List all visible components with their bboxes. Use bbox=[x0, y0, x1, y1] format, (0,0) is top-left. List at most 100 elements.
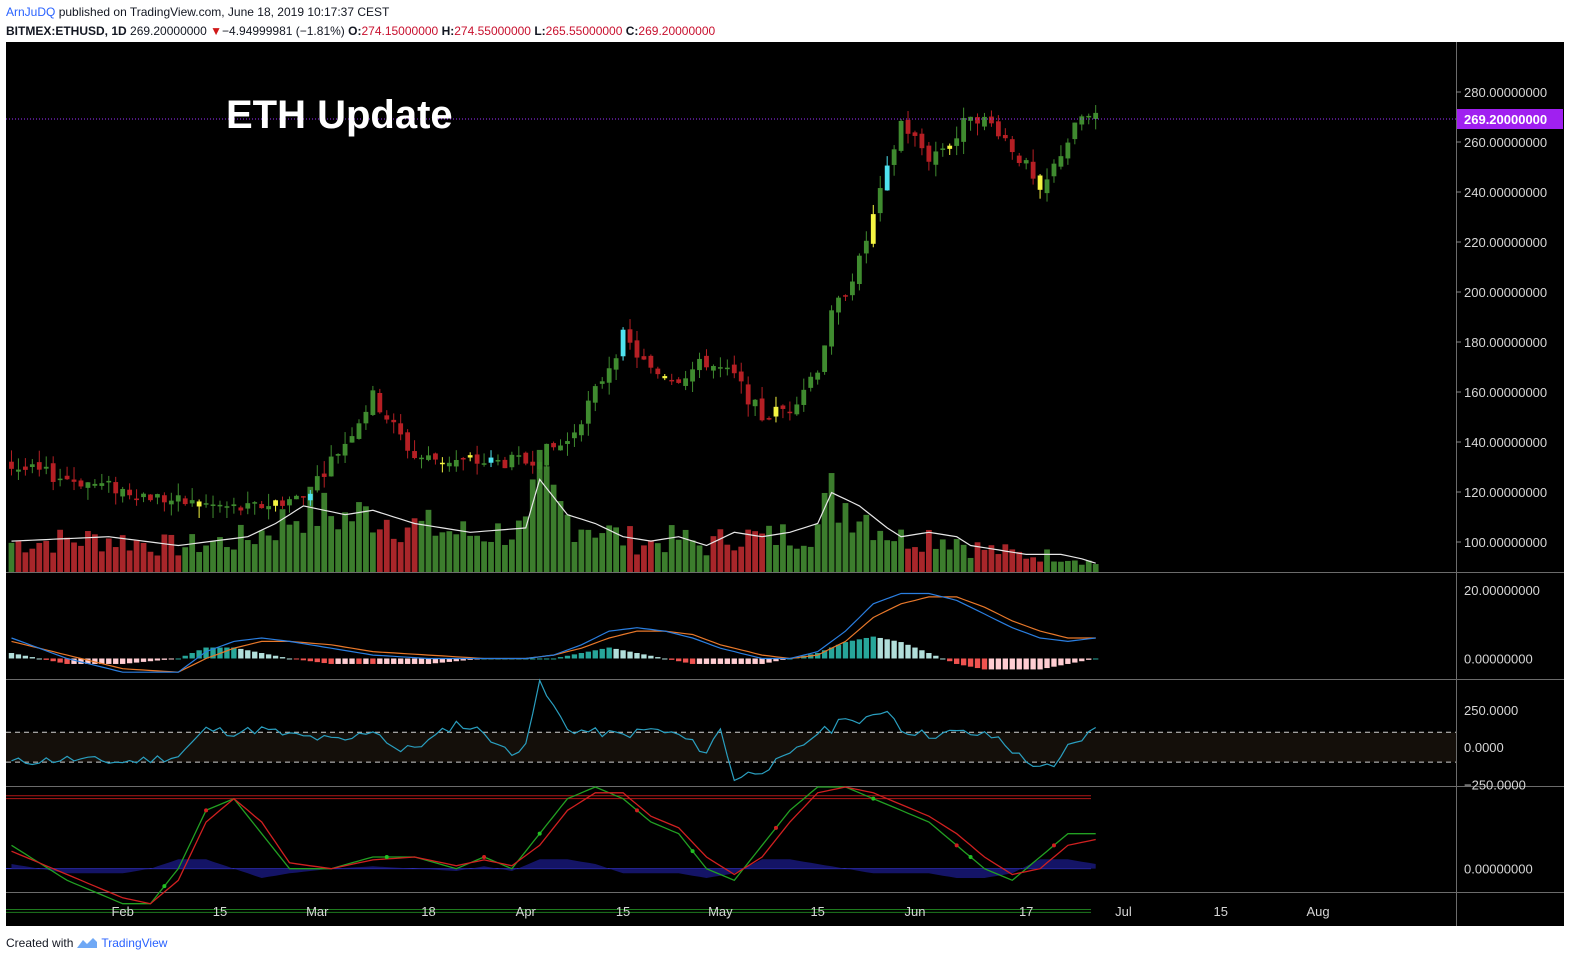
candle-body bbox=[335, 454, 341, 456]
volume-bar bbox=[1023, 558, 1030, 572]
volume-bar bbox=[814, 524, 821, 572]
stoch-cross-dot bbox=[384, 855, 389, 859]
candle bbox=[321, 461, 327, 488]
macd-histogram-bar bbox=[815, 653, 821, 659]
candles bbox=[9, 105, 1099, 520]
macd-histogram-bar bbox=[1009, 658, 1015, 670]
candle bbox=[1002, 128, 1008, 142]
macd-histogram-bar bbox=[1016, 658, 1022, 670]
author-link[interactable]: ArnJuDQ bbox=[6, 5, 56, 19]
stoch-pane[interactable] bbox=[6, 786, 1096, 913]
candle bbox=[71, 467, 77, 491]
macd-histogram-bar bbox=[404, 658, 411, 664]
candle-body bbox=[558, 445, 563, 451]
volume-bar bbox=[926, 529, 932, 572]
volume-bar bbox=[821, 492, 828, 572]
volume-bar bbox=[571, 541, 578, 572]
macd-histogram-bar bbox=[891, 640, 897, 659]
candle-body bbox=[745, 384, 751, 405]
candle bbox=[349, 427, 355, 443]
candle-body bbox=[259, 504, 265, 509]
candle bbox=[898, 119, 904, 153]
tradingview-brand[interactable]: TradingView bbox=[101, 936, 168, 950]
price-axis[interactable]: 269.20000000 100.00000000 120.00000000 140.… bbox=[1456, 85, 1563, 877]
macd-histogram-bar bbox=[321, 658, 327, 664]
volume-bar bbox=[488, 541, 494, 572]
price-tick-label: 240.00000000 bbox=[1464, 185, 1547, 200]
candle bbox=[488, 450, 494, 468]
time-axis[interactable]: Feb 15 Mar 18 Apr 15 May 15 Jun 17 Jul 15 Aug bbox=[111, 904, 1329, 919]
macd-histogram-bar bbox=[550, 658, 557, 660]
macd-pane[interactable] bbox=[8, 592, 1099, 673]
volume-bar bbox=[15, 540, 22, 572]
candle bbox=[50, 456, 56, 491]
candle bbox=[155, 493, 160, 505]
candle bbox=[599, 377, 605, 389]
candle bbox=[662, 373, 668, 381]
candle-body bbox=[1030, 161, 1036, 179]
cci-band-fill bbox=[6, 732, 1456, 763]
candle bbox=[516, 446, 522, 465]
stoch-cross-dot bbox=[204, 808, 209, 813]
volume-bar bbox=[766, 525, 772, 572]
candle-body bbox=[516, 455, 522, 457]
candle-body bbox=[9, 461, 14, 469]
candle bbox=[9, 450, 14, 476]
ohlc-line: BITMEX:ETHUSD, 1D 269.20000000 ▼−4.94999… bbox=[6, 22, 715, 41]
macd-histogram-bar bbox=[92, 658, 98, 664]
cci-tick-label: 250.0000 bbox=[1464, 703, 1518, 718]
candle-body bbox=[1072, 122, 1078, 140]
candle-body bbox=[856, 255, 862, 285]
volume-bar bbox=[29, 548, 36, 572]
volume-bar bbox=[912, 547, 918, 572]
chart-header: ArnJuDQ published on TradingView.com, Ju… bbox=[6, 3, 715, 41]
candle bbox=[884, 156, 890, 191]
volume-bar bbox=[780, 524, 786, 572]
price-pane[interactable] bbox=[6, 105, 1456, 572]
chart-area[interactable]: 269.20000000 100.00000000 120.00000000 140.… bbox=[6, 42, 1564, 926]
volume-bar bbox=[932, 548, 939, 572]
candle-body bbox=[460, 458, 466, 460]
volume-bar bbox=[258, 530, 265, 572]
macd-histogram-bar bbox=[252, 651, 258, 659]
cci-pane[interactable] bbox=[6, 678, 1456, 782]
macd-histogram-bar bbox=[22, 655, 29, 659]
candle-body bbox=[148, 494, 153, 501]
volume-bar bbox=[634, 554, 640, 572]
candle bbox=[585, 390, 591, 436]
candle bbox=[975, 113, 980, 136]
candle bbox=[690, 361, 695, 392]
candle-body bbox=[711, 366, 716, 371]
candle bbox=[578, 420, 584, 442]
eth-update-annotation: ETH Update bbox=[226, 93, 453, 137]
candle bbox=[36, 450, 42, 477]
candle bbox=[613, 354, 619, 380]
volume-bar bbox=[363, 506, 369, 572]
volume-bar bbox=[237, 524, 244, 572]
volume-bar bbox=[974, 542, 981, 572]
candle-body bbox=[196, 501, 202, 507]
candle bbox=[419, 454, 424, 469]
macd-histogram-bar bbox=[703, 658, 710, 664]
volume-bar bbox=[661, 552, 668, 572]
volume-bar bbox=[286, 524, 293, 572]
candle-body bbox=[808, 376, 814, 388]
candle-body bbox=[1016, 155, 1022, 163]
chart-svg[interactable]: 269.20000000 100.00000000 120.00000000 140.… bbox=[6, 42, 1564, 926]
last-price: 269.20000000 bbox=[130, 24, 207, 38]
volume-bar bbox=[8, 542, 15, 572]
volume-bar bbox=[57, 529, 63, 572]
candle bbox=[745, 376, 751, 417]
candle bbox=[314, 465, 320, 493]
volume-bar bbox=[349, 521, 355, 572]
candle-body bbox=[606, 368, 612, 383]
macd-histogram bbox=[8, 636, 1099, 670]
volume-bar bbox=[474, 535, 480, 572]
candle-body bbox=[356, 423, 362, 439]
candle-body bbox=[905, 119, 911, 134]
candle-body bbox=[530, 461, 536, 466]
candle bbox=[704, 349, 709, 371]
macd-histogram-bar bbox=[398, 658, 404, 664]
macd-histogram-bar bbox=[1023, 658, 1029, 670]
candle bbox=[57, 468, 63, 487]
